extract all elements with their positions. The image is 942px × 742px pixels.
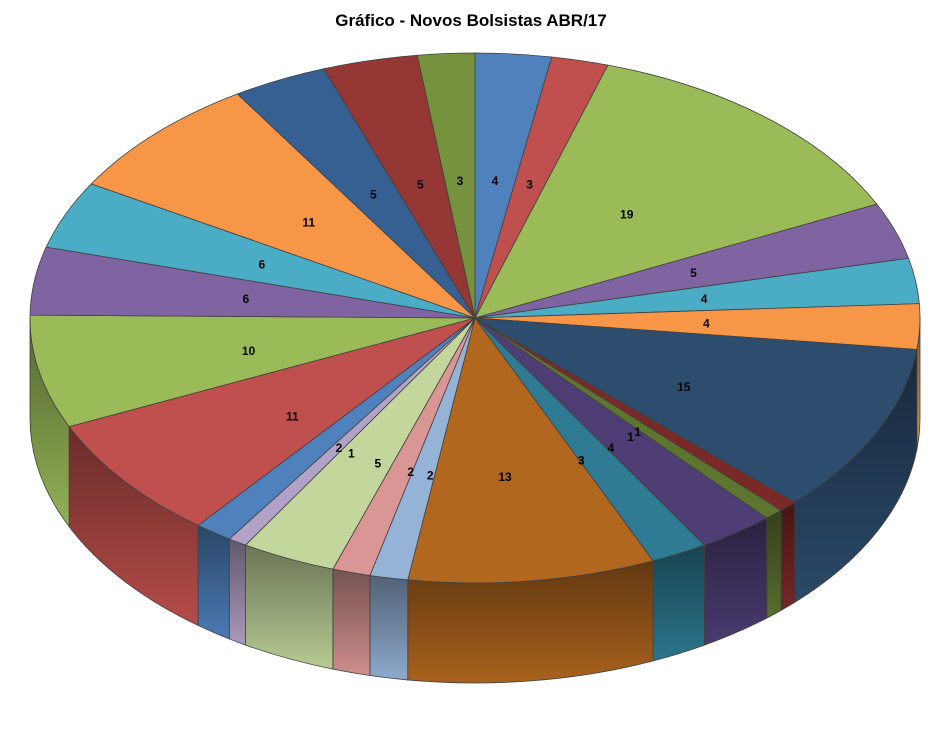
data-label: 5 (370, 188, 377, 202)
data-label: 1 (634, 425, 641, 439)
data-label: 6 (259, 258, 266, 272)
data-label: 5 (374, 457, 381, 471)
pie-slice[interactable] (474, 64, 878, 319)
data-label: 3 (526, 178, 533, 192)
data-label: 11 (286, 410, 299, 424)
data-label: 5 (417, 178, 424, 192)
data-label: 1 (348, 447, 355, 461)
data-label: 15 (677, 380, 691, 394)
data-label: 5 (690, 266, 697, 280)
pie-slice-side[interactable] (228, 538, 246, 646)
data-label: 4 (701, 292, 708, 306)
pie-slice-side[interactable] (766, 509, 782, 619)
pie-slice[interactable] (90, 93, 476, 319)
data-label: 6 (243, 292, 250, 306)
data-label: 4 (608, 441, 615, 455)
data-label: 3 (457, 174, 464, 188)
pie-slice[interactable] (68, 317, 476, 526)
pie-slice[interactable] (416, 52, 476, 319)
data-label: 1 (627, 430, 634, 444)
pie-slice-side[interactable] (332, 568, 371, 676)
pie-slice[interactable] (29, 314, 476, 428)
data-label: 4 (703, 317, 710, 331)
data-label: 11 (302, 216, 315, 230)
data-label: 13 (498, 470, 512, 484)
data-label: 2 (407, 465, 414, 479)
data-label: 10 (242, 344, 256, 358)
chart-title: Gráfico - Novos Bolsistas ABR/17 (335, 11, 607, 30)
data-label: 2 (336, 441, 343, 455)
data-label: 3 (578, 454, 585, 468)
pie-slice-side[interactable] (780, 501, 796, 611)
data-label: 19 (620, 207, 634, 221)
pie-slice[interactable] (407, 317, 654, 584)
pie-slice-side[interactable] (652, 544, 705, 662)
pie-slice-side[interactable] (197, 525, 230, 640)
pie-slice-side[interactable] (369, 575, 409, 681)
pie-slice[interactable] (474, 317, 918, 503)
data-label: 2 (427, 468, 434, 482)
data-label: 4 (492, 174, 499, 188)
